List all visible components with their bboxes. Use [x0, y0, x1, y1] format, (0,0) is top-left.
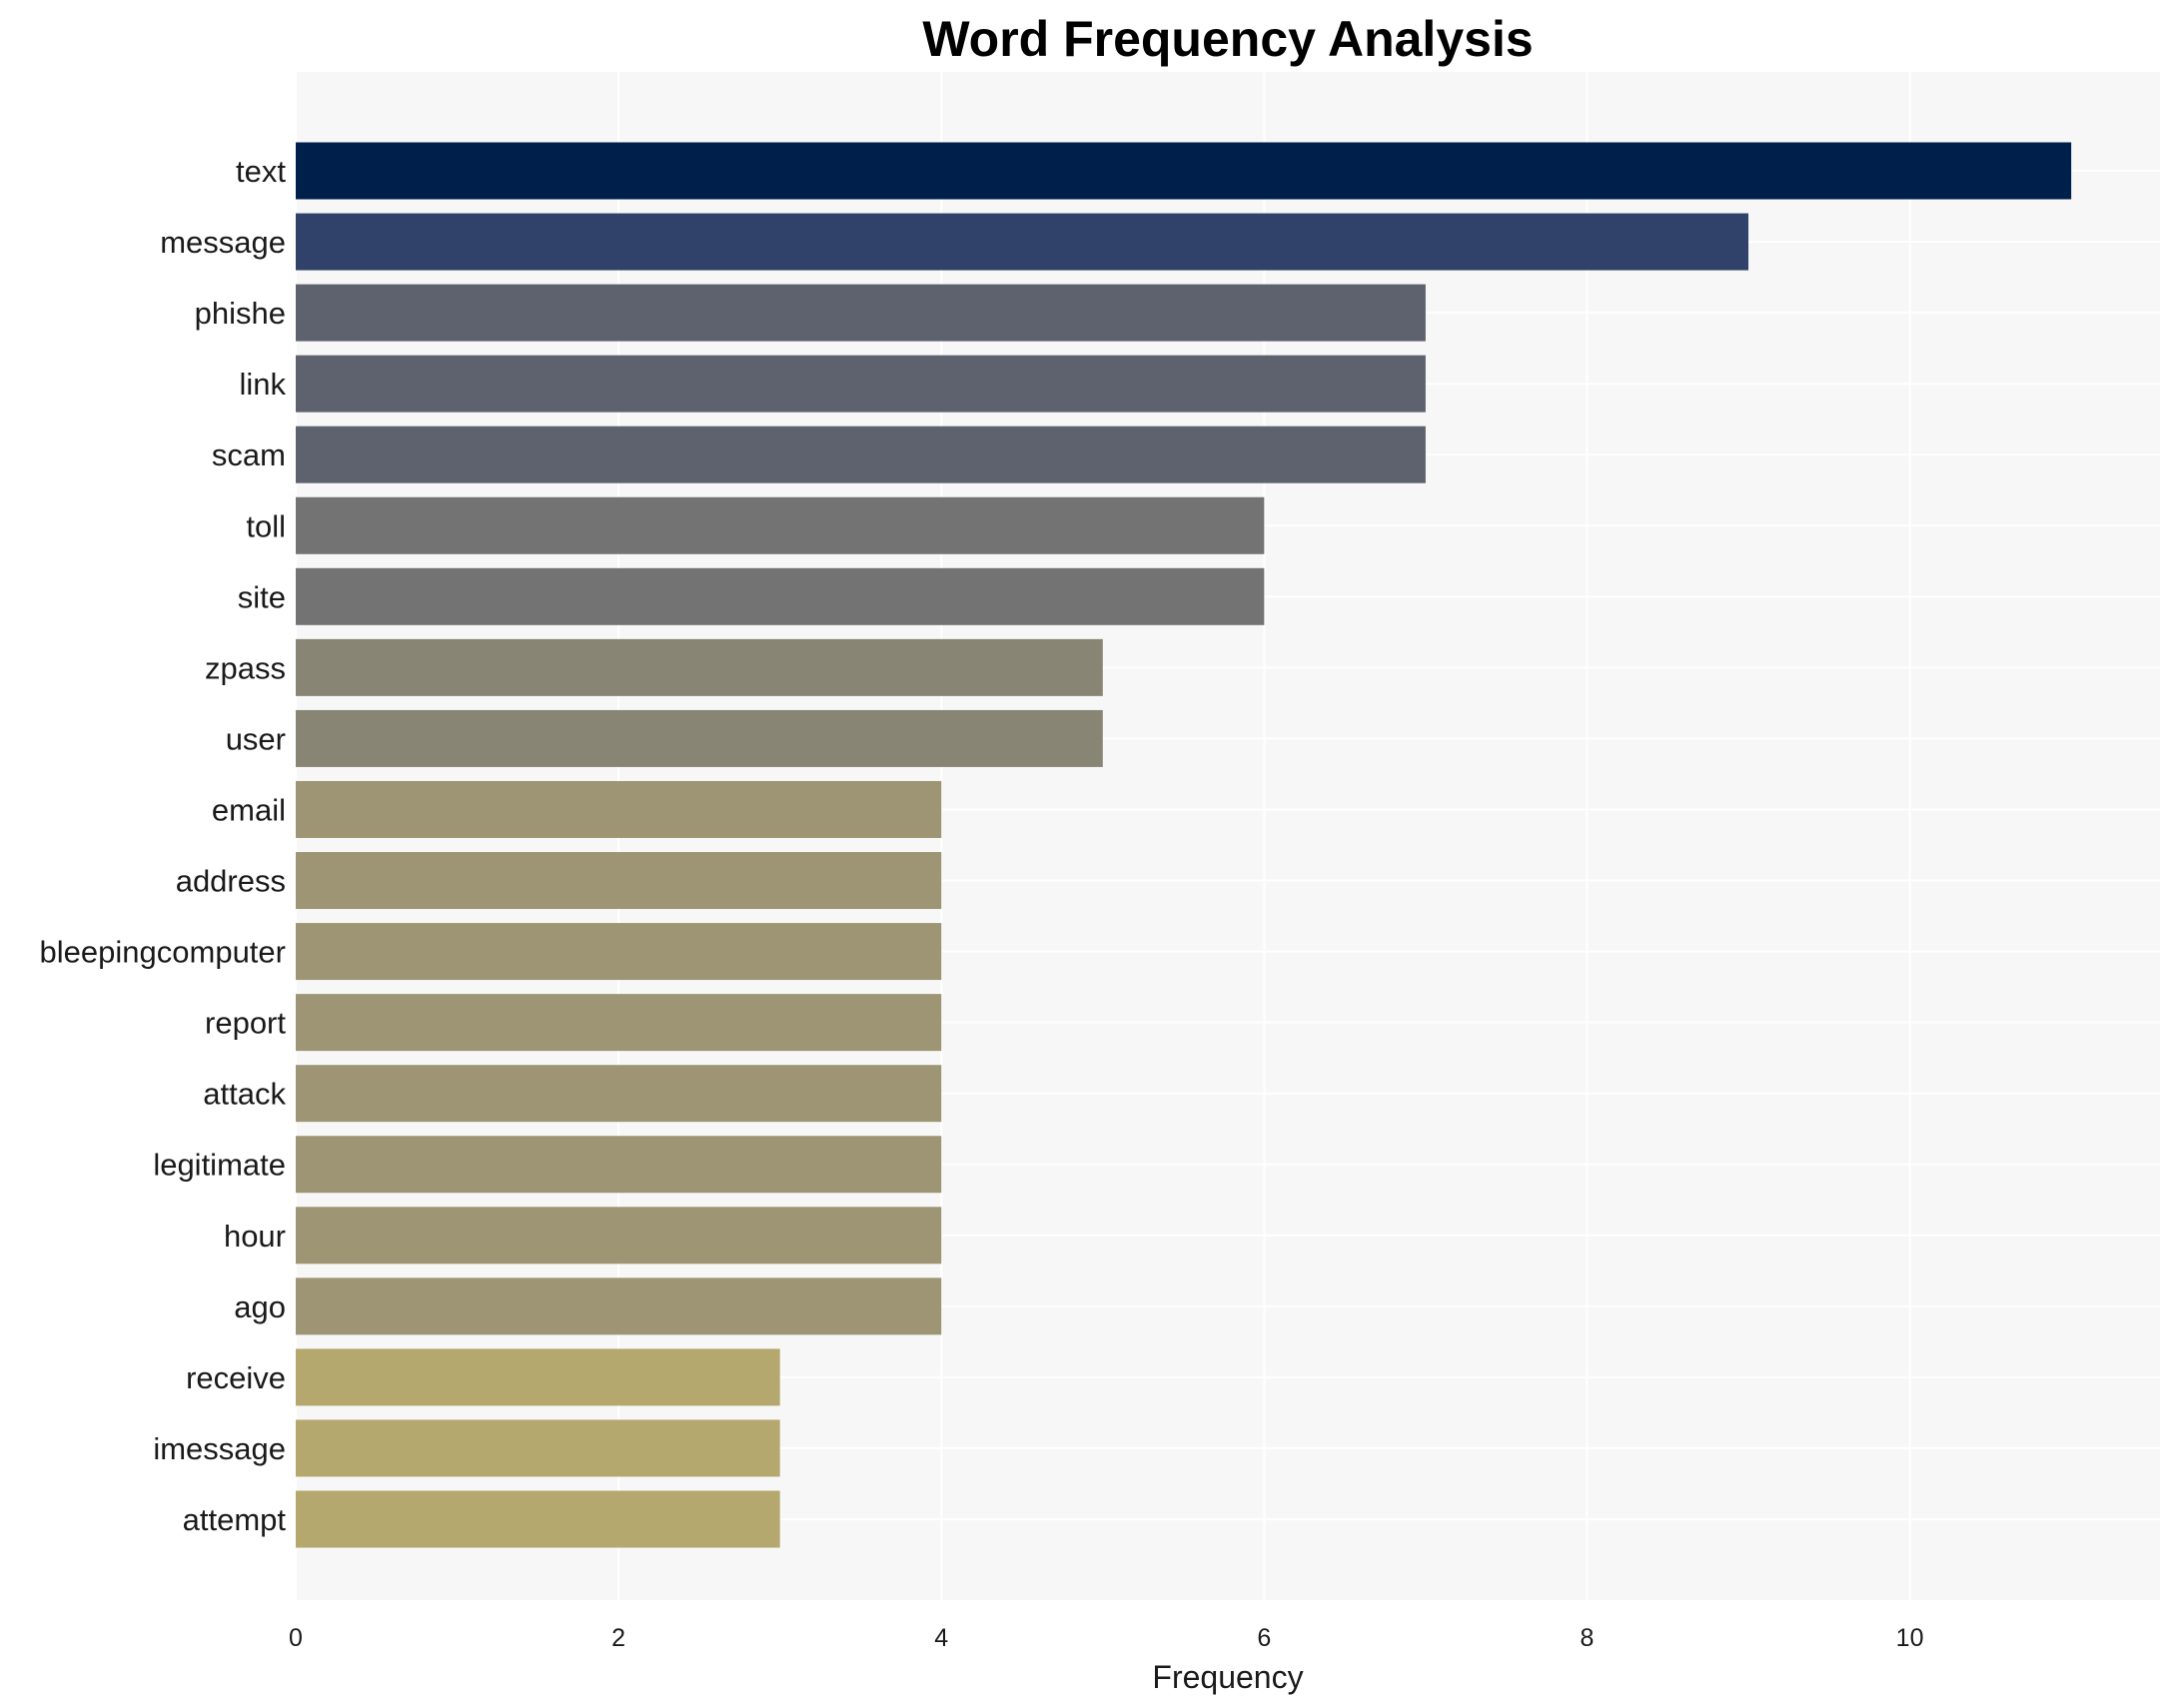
bar-site	[296, 567, 1265, 625]
y-tick-label-address: address	[176, 864, 286, 899]
x-axis-label: Frequency	[1152, 1659, 1303, 1695]
bar-email	[296, 780, 942, 838]
y-tick-label-legitimate: legitimate	[153, 1148, 286, 1183]
bars	[296, 142, 2072, 1548]
y-tick-label-imessage: imessage	[153, 1431, 286, 1466]
y-tick-label-attempt: attempt	[183, 1502, 287, 1537]
y-tick-label-scam: scam	[212, 437, 286, 472]
y-tick-label-user: user	[226, 721, 286, 756]
y-tick-label-text: text	[236, 154, 286, 189]
bar-legitimate	[296, 1136, 942, 1194]
y-tick-label-site: site	[238, 579, 286, 614]
bar-scam	[296, 426, 1426, 483]
bar-receive	[296, 1348, 780, 1406]
x-tick-labels: 0 2 4 6 8 10	[289, 1624, 1923, 1652]
bar-ago	[296, 1278, 942, 1335]
bar-attempt	[296, 1490, 780, 1548]
bar-phishe	[296, 284, 1426, 342]
y-tick-label-attack: attack	[203, 1077, 286, 1112]
bar-user	[296, 709, 1103, 767]
x-tick-label: 6	[1257, 1624, 1271, 1652]
x-tick-label: 8	[1581, 1624, 1595, 1652]
y-tick-label-email: email	[212, 792, 286, 827]
y-tick-label-link: link	[239, 367, 286, 402]
y-tick-label-hour: hour	[224, 1219, 286, 1254]
bar-link	[296, 355, 1426, 413]
bar-bleepingcomputer	[296, 923, 942, 981]
bar-zpass	[296, 638, 1103, 696]
y-tick-label-zpass: zpass	[205, 650, 286, 685]
bar-hour	[296, 1207, 942, 1265]
x-tick-label: 10	[1896, 1624, 1924, 1652]
bar-text	[296, 142, 2072, 200]
x-tick-label: 0	[289, 1624, 303, 1652]
y-tick-labels: text message phishe link scam toll site zpass us…	[40, 154, 287, 1537]
bar-attack	[296, 1065, 942, 1123]
y-tick-label-report: report	[205, 1006, 286, 1041]
y-tick-label-receive: receive	[186, 1360, 286, 1395]
y-tick-label-toll: toll	[246, 508, 286, 543]
bar-report	[296, 994, 942, 1052]
y-tick-label-bleepingcomputer: bleepingcomputer	[40, 935, 286, 970]
bar-message	[296, 213, 1749, 271]
y-tick-label-message: message	[160, 225, 286, 260]
y-tick-label-ago: ago	[234, 1289, 286, 1324]
y-tick-label-phishe: phishe	[195, 296, 286, 331]
x-tick-label: 2	[611, 1624, 625, 1652]
bar-address	[296, 852, 942, 910]
chart-title: Word Frequency Analysis	[922, 11, 1533, 67]
bar-imessage	[296, 1419, 780, 1477]
x-tick-label: 4	[934, 1624, 948, 1652]
bar-toll	[296, 496, 1265, 554]
